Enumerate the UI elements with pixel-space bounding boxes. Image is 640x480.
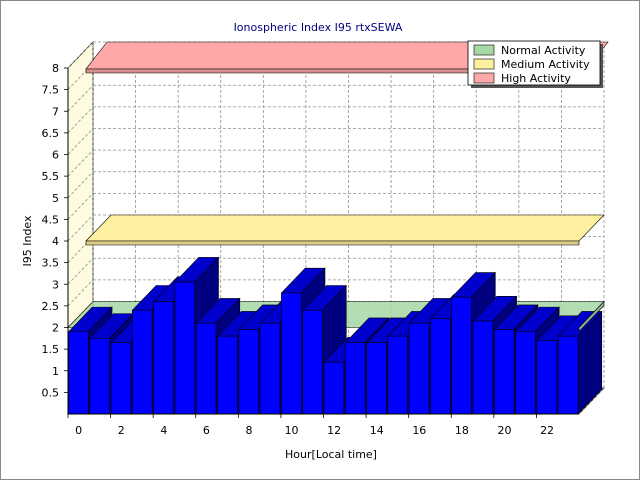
bar-front: [238, 329, 259, 415]
x-tick-label: 8: [245, 424, 252, 437]
bar-front: [366, 342, 387, 415]
x-tick-label: 6: [203, 424, 210, 437]
bar-front: [344, 342, 366, 415]
bar-front: [451, 296, 472, 415]
gridline-side: [67, 279, 94, 307]
gridline-side: [67, 193, 94, 220]
x-tick-label: 0: [75, 424, 82, 437]
bar-front: [68, 331, 89, 415]
bar-front: [408, 322, 430, 415]
bar-front: [132, 309, 153, 415]
x-tick-label: 18: [455, 424, 469, 437]
gridline-floor: [578, 387, 605, 415]
chart-title: Ionospheric Index I95 rtxSEWA: [234, 21, 403, 34]
gridline-side: [67, 84, 94, 112]
band-medium-activity: [85, 214, 605, 242]
y-tick-label: 2.5: [42, 300, 60, 313]
y-tick-label: 0.5: [42, 386, 60, 399]
bar-front: [153, 301, 174, 415]
x-tick-label: 20: [497, 424, 511, 437]
bar-front: [110, 342, 132, 415]
band-normal-activity-edge: [578, 300, 605, 333]
bar-front: [515, 331, 536, 415]
bar-front: [259, 322, 281, 415]
bar-front: [494, 329, 515, 415]
gridline-side: [67, 257, 94, 285]
bar-front: [174, 281, 196, 415]
y-tick-label: 7: [52, 105, 59, 118]
y-tick-label: 3.5: [42, 257, 60, 270]
bar-front: [387, 335, 408, 415]
y-tick-label: 4: [52, 235, 59, 248]
bar-front: [430, 318, 451, 415]
legend-swatch: [473, 44, 495, 56]
x-tick-label: 14: [370, 424, 384, 437]
x-axis-label: Hour[Local time]: [285, 448, 377, 461]
x-tick-label: 16: [412, 424, 426, 437]
y-tick-label: 3: [52, 278, 59, 291]
x-tick-label: 2: [118, 424, 125, 437]
x-tick-label: 10: [285, 424, 299, 437]
bar-front: [89, 338, 110, 415]
legend-swatch: [473, 72, 495, 84]
x-tick-label: 22: [540, 424, 554, 437]
bar-front: [217, 335, 238, 415]
y-tick-label: 8: [52, 62, 59, 75]
bar-front: [281, 292, 302, 415]
bar-front: [557, 335, 579, 415]
bar-series: [67, 256, 603, 415]
y-tick-label: 6.5: [42, 127, 60, 140]
y-tick-label: 4.5: [42, 213, 60, 226]
gridline-side: [67, 128, 94, 155]
legend-label: High Activity: [501, 72, 571, 85]
legend-item-high-activity: High Activity: [473, 72, 571, 85]
bar-front: [302, 309, 323, 415]
bar-front: [323, 361, 345, 415]
y-axis-label: I95 Index: [21, 215, 34, 267]
gridline-side: [67, 41, 94, 69]
x-tick-label: 12: [327, 424, 341, 437]
legend-swatch: [473, 58, 495, 70]
y-tick-label: 2: [52, 322, 59, 335]
legend-item-medium-activity: Medium Activity: [473, 58, 590, 71]
gridline-side: [67, 214, 94, 242]
band-medium-activity-edge: [85, 240, 580, 246]
y-tick-label: 7.5: [42, 84, 60, 97]
y-tick-label: 5: [52, 192, 59, 205]
x-axis-ticks: 0 2 4 6 8 10 12 14 16 18 20 22: [67, 414, 554, 437]
legend-label: Medium Activity: [501, 58, 590, 71]
gridline-side: [67, 171, 94, 199]
bar-front: [472, 320, 494, 415]
x-tick-label: 4: [160, 424, 167, 437]
y-axis-ticks: 0.5 1 1.5 2 2.5 3 3.5 4 4.5 5 5.5 6 6.5 7 7.5 8: [42, 62, 68, 399]
y-tick-label: 1.5: [42, 343, 60, 356]
gridline-side: [67, 106, 94, 134]
legend-label: Normal Activity: [501, 44, 586, 57]
legend-item-normal-activity: Normal Activity: [473, 44, 586, 57]
bar-front: [536, 340, 558, 415]
gridline-side: [67, 149, 94, 177]
y-tick-label: 1: [52, 365, 59, 378]
bar-front: [195, 322, 217, 415]
y-tick-label: 5.5: [42, 170, 60, 183]
y-tick-label: 6: [52, 149, 59, 162]
